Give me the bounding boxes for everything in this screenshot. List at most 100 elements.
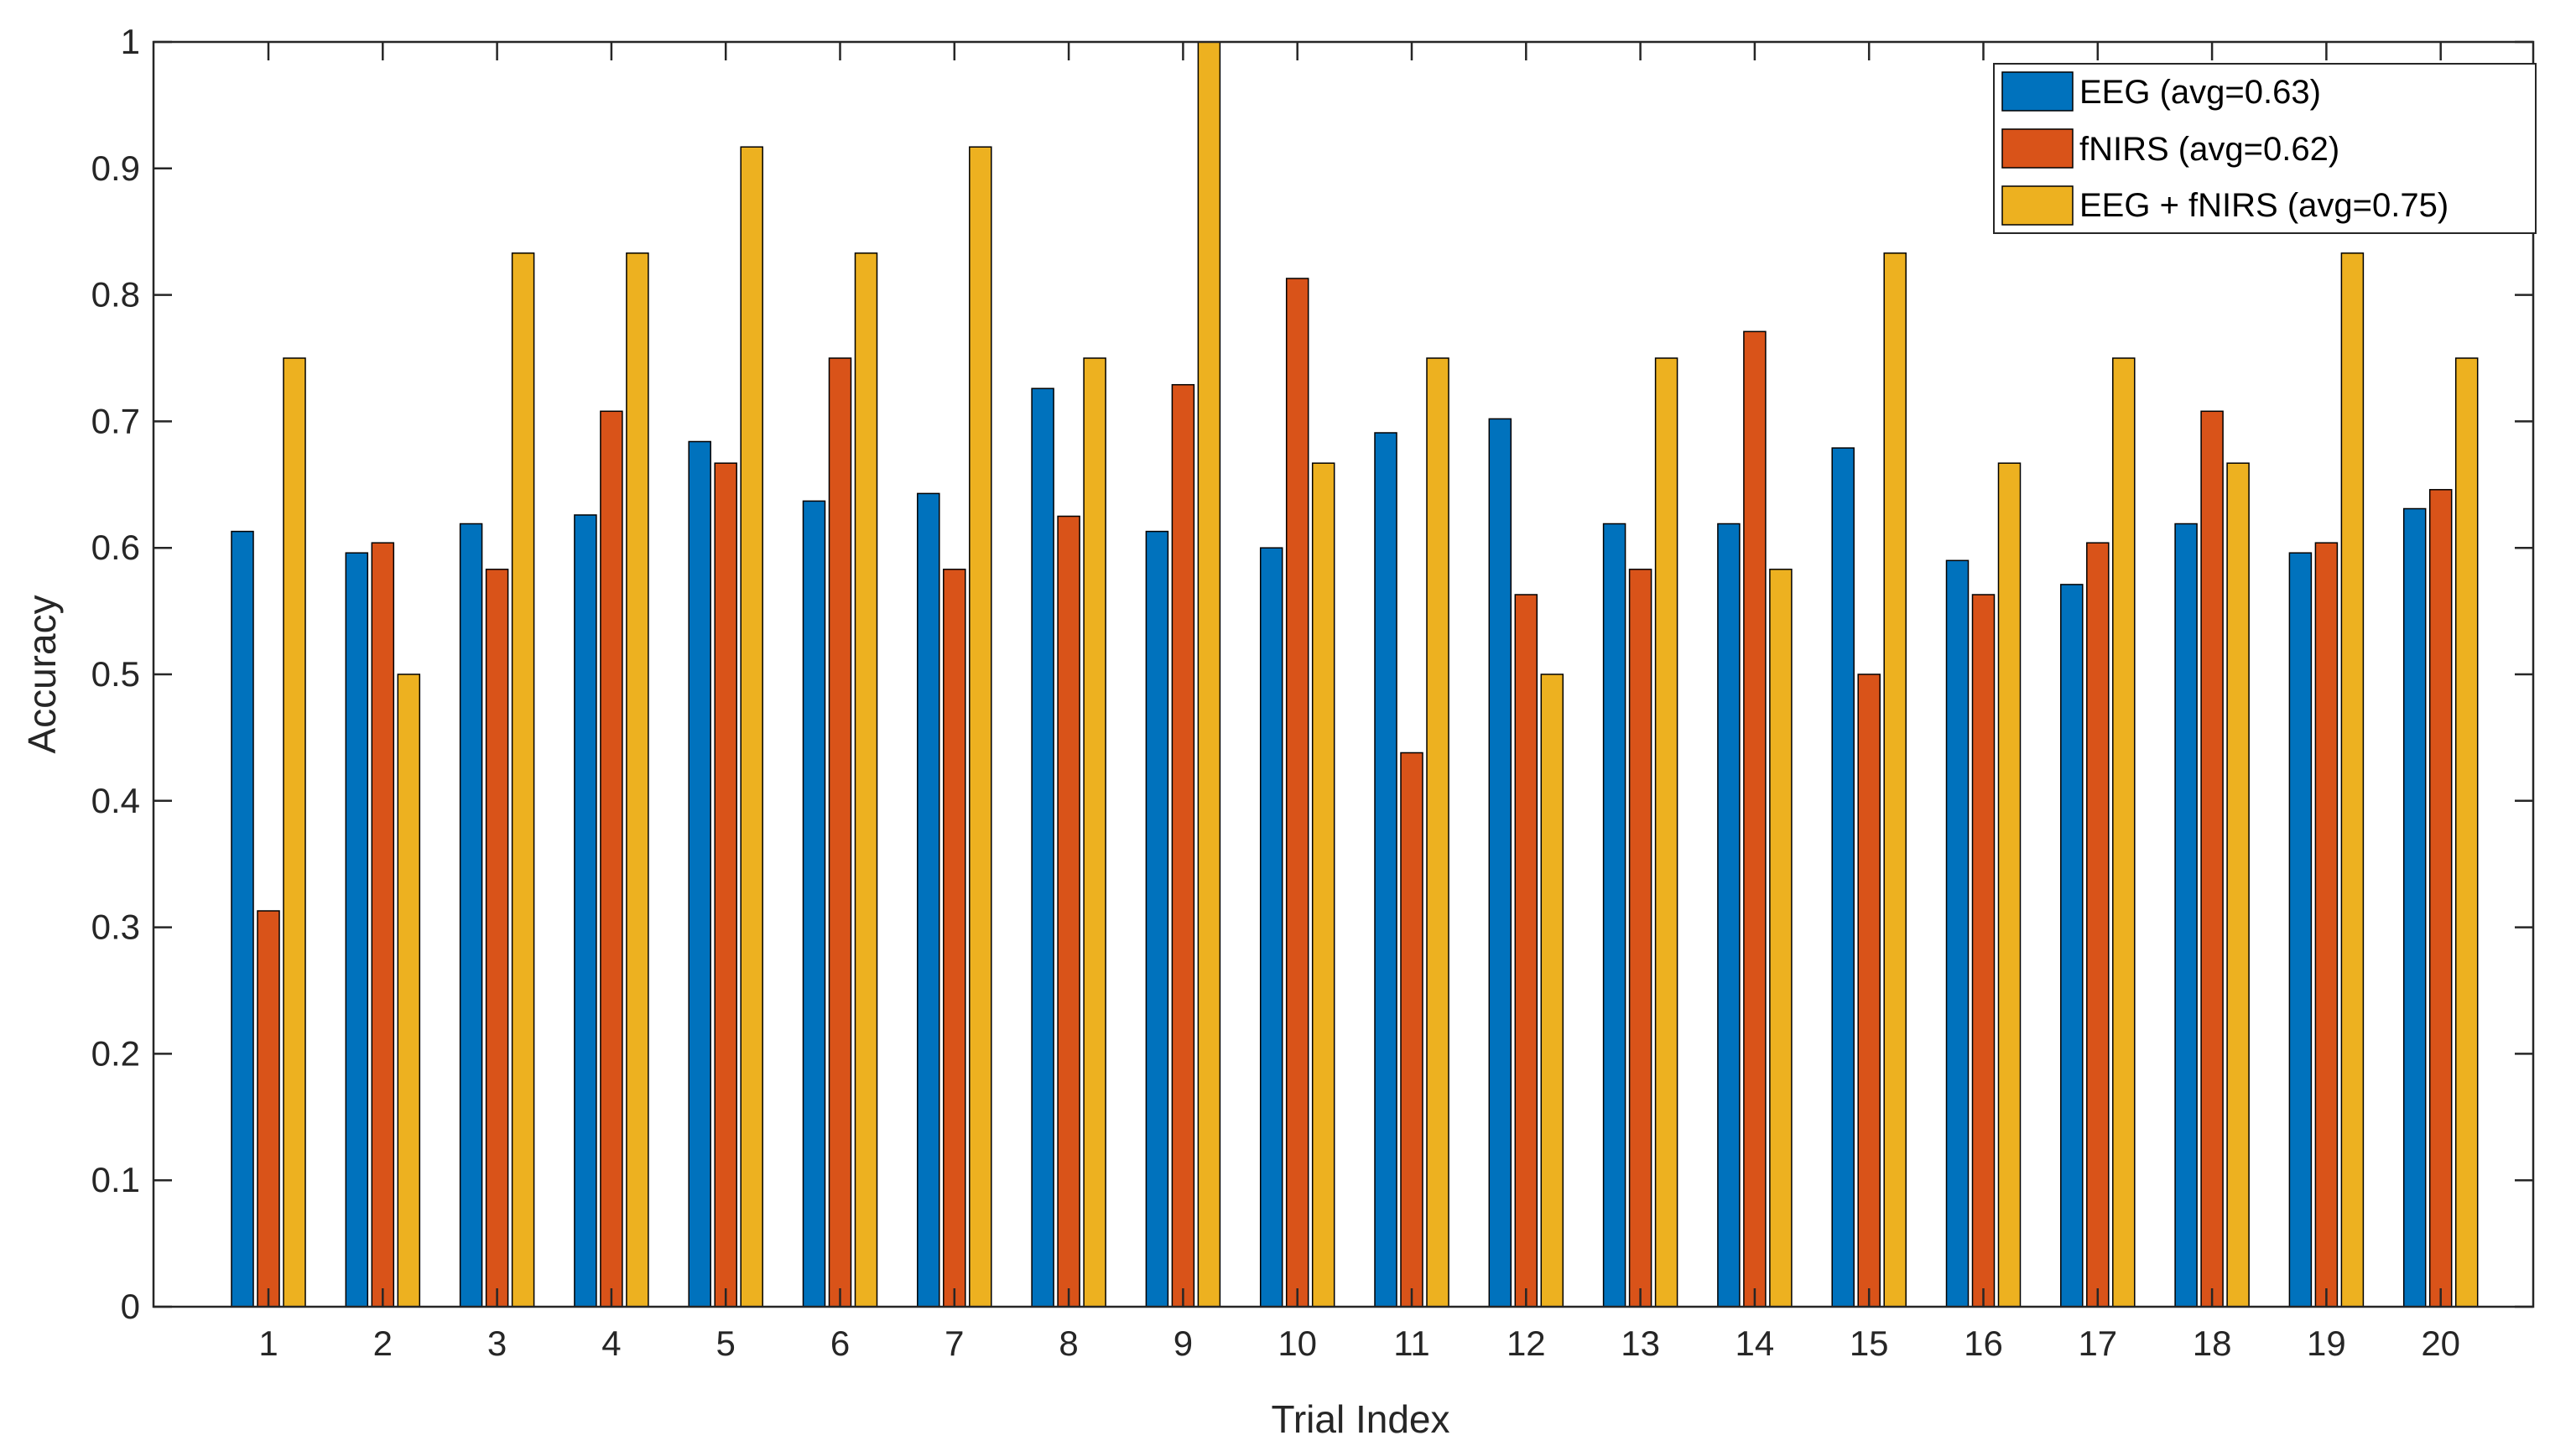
legend-swatch-eeg-fnirs [2001, 185, 2074, 226]
x-tick-label: 13 [1621, 1324, 1660, 1363]
bar-series-0-trial-12 [1488, 418, 1512, 1308]
x-tick-label: 2 [373, 1324, 393, 1363]
bar-series-2-trial-13 [1654, 357, 1678, 1308]
bar-series-1-trial-4 [600, 410, 623, 1308]
x-tick-label: 10 [1278, 1324, 1317, 1363]
bar-series-1-trial-17 [2086, 542, 2110, 1308]
x-tick-label: 16 [1964, 1324, 2003, 1363]
x-tick-label: 19 [2307, 1324, 2346, 1363]
bar-series-0-trial-5 [688, 440, 711, 1308]
bar-series-2-trial-10 [1311, 462, 1335, 1308]
bar-series-2-trial-15 [1883, 252, 1907, 1308]
y-tick-label: 0.7 [91, 401, 140, 440]
bar-series-1-trial-9 [1171, 383, 1195, 1308]
bar-series-2-trial-19 [2340, 252, 2365, 1308]
legend-label-eeg: EEG (avg=0.63) [2079, 74, 2321, 111]
bar-series-0-trial-4 [574, 514, 597, 1308]
bar-series-2-trial-8 [1083, 357, 1106, 1308]
bar-series-0-trial-18 [2174, 523, 2198, 1308]
y-tick-label: 0 [121, 1287, 140, 1326]
bar-series-0-trial-7 [917, 492, 940, 1308]
x-tick-labels: 1 2 3 4 5 6 7 8 9 10 11 12 13 14 15 16 17 18 19 20 [258, 1324, 2460, 1363]
bar-series-0-trial-3 [459, 523, 483, 1308]
bar-series-2-trial-1 [283, 357, 306, 1308]
plot-background [154, 42, 2533, 1307]
x-tick-label: 9 [1174, 1324, 1193, 1363]
x-tick-label: 4 [601, 1324, 621, 1363]
bar-series-2-trial-11 [1426, 357, 1449, 1308]
bar-series-1-trial-1 [257, 910, 280, 1308]
bar-series-2-trial-4 [626, 252, 649, 1308]
axis-ticks [154, 40, 2533, 1308]
bar-series-1-trial-7 [943, 569, 966, 1308]
bar-series-0-trial-10 [1259, 547, 1283, 1308]
bar-series-0-trial-19 [2288, 552, 2313, 1308]
bar-series-0-trial-1 [231, 530, 254, 1308]
x-tick-label: 15 [1850, 1324, 1889, 1363]
bar-series-0-trial-15 [1831, 447, 1855, 1308]
bar-series-2-trial-20 [2454, 357, 2479, 1308]
legend-swatch-eeg [2001, 71, 2074, 112]
legend: EEG (avg=0.63) fNIRS (avg=0.62) EEG + fN… [1993, 63, 2537, 234]
bar-series-2-trial-7 [969, 146, 992, 1308]
bar-series-2-trial-6 [854, 252, 878, 1308]
bar-series-2-trial-18 [2226, 462, 2250, 1308]
y-tick-label: 0.6 [91, 528, 140, 567]
y-tick-label: 0.4 [91, 781, 140, 820]
bar-series-2-trial-9 [1197, 41, 1221, 1308]
bar-series-2-trial-2 [397, 673, 421, 1308]
bar-series-0-trial-17 [2060, 584, 2084, 1308]
y-tick-label: 0.8 [91, 275, 140, 315]
bar-series-0-trial-9 [1145, 530, 1169, 1308]
x-tick-label: 20 [2421, 1324, 2460, 1363]
x-tick-label: 11 [1393, 1324, 1430, 1363]
y-tick-label: 1 [121, 22, 140, 61]
bar-series-2-trial-14 [1769, 569, 1793, 1308]
bar-series-0-trial-6 [802, 500, 826, 1308]
bar-series-1-trial-15 [1857, 673, 1881, 1308]
bar-series-1-trial-13 [1628, 569, 1652, 1308]
x-tick-label: 3 [487, 1324, 507, 1363]
bar-series-1-trial-18 [2200, 410, 2224, 1308]
x-tick-label: 17 [2078, 1324, 2117, 1363]
x-tick-label: 8 [1059, 1324, 1078, 1363]
y-axis-title: Accuracy [20, 595, 64, 753]
bar-series-2-trial-16 [1997, 462, 2022, 1308]
bar-series-1-trial-10 [1285, 278, 1309, 1308]
bar-series-0-trial-16 [1945, 559, 1970, 1308]
bar-series-1-trial-19 [2314, 542, 2339, 1308]
bar-series-1-trial-12 [1514, 594, 1538, 1308]
bar-series-0-trial-20 [2402, 507, 2427, 1308]
x-tick-label: 6 [830, 1324, 850, 1363]
bar-series-0-trial-8 [1031, 387, 1054, 1308]
legend-swatch-fnirs [2001, 128, 2074, 169]
bar-series-0-trial-14 [1717, 523, 1741, 1308]
x-axis-title: Trial Index [1271, 1397, 1449, 1441]
x-tick-label: 14 [1736, 1324, 1775, 1363]
bar-series-0-trial-2 [345, 552, 369, 1308]
bar-series-1-trial-16 [1971, 594, 1996, 1308]
y-tick-labels: 0 0.1 0.2 0.3 0.4 0.5 0.6 0.7 0.8 0.9 1 [91, 22, 140, 1326]
x-tick-label: 1 [258, 1324, 278, 1363]
bar-series-1-trial-2 [371, 542, 395, 1308]
y-tick-label: 0.9 [91, 148, 140, 188]
bar-series-1-trial-11 [1400, 752, 1423, 1308]
y-tick-label: 0.2 [91, 1033, 140, 1073]
bar-series-2-trial-17 [2112, 357, 2136, 1308]
bar-series-1-trial-6 [828, 357, 852, 1308]
bar-series-0-trial-11 [1374, 432, 1397, 1308]
legend-label-eeg-fnirs: EEG + fNIRS (avg=0.75) [2079, 187, 2449, 224]
x-tick-label: 18 [2193, 1324, 2232, 1363]
legend-label-fnirs: fNIRS (avg=0.62) [2079, 131, 2339, 168]
bar-series-2-trial-5 [740, 146, 763, 1308]
bar-group [231, 41, 2479, 1308]
bar-series-1-trial-20 [2428, 489, 2453, 1308]
bar-series-0-trial-13 [1602, 523, 1626, 1308]
bar-series-1-trial-3 [485, 569, 509, 1308]
legend-box [1993, 63, 2537, 234]
y-tick-label: 0.1 [91, 1160, 140, 1199]
y-tick-label: 0.5 [91, 654, 140, 694]
x-tick-label: 5 [716, 1324, 736, 1363]
y-tick-label: 0.3 [91, 908, 140, 947]
